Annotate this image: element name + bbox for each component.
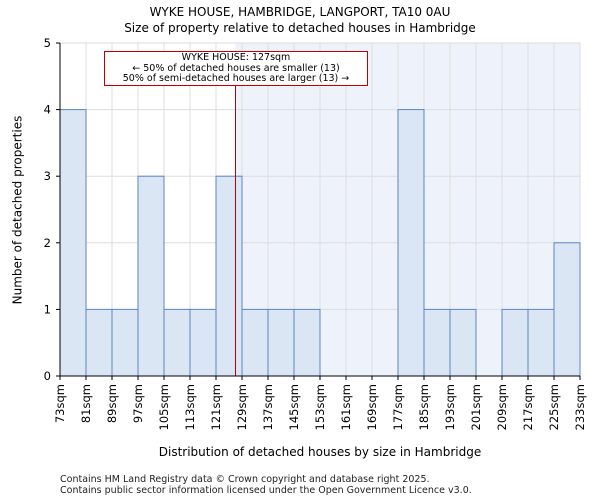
footer-line-1: Contains HM Land Registry data © Crown c…: [60, 474, 430, 485]
x-tick-label-193sqm: 193sqm: [443, 384, 457, 430]
x-tick-label-217sqm: 217sqm: [521, 384, 535, 430]
x-tick-label-233sqm: 233sqm: [573, 384, 587, 430]
x-tick-label-185sqm: 185sqm: [417, 384, 431, 430]
x-tick-label-169sqm: 169sqm: [365, 384, 379, 430]
y-tick-label-2: 2: [44, 236, 51, 250]
y-tick-label-5: 5: [44, 36, 51, 50]
x-tick-label-225sqm: 225sqm: [547, 384, 561, 430]
bar-129sqm: [241, 308, 269, 377]
x-tick-label-153sqm: 153sqm: [313, 384, 327, 430]
bar-145sqm: [293, 308, 321, 377]
x-tick-label-113sqm: 113sqm: [183, 384, 197, 430]
x-tick-label-81sqm: 81sqm: [79, 384, 93, 423]
x-tick-label-89sqm: 89sqm: [105, 384, 119, 423]
bar-137sqm: [267, 308, 295, 377]
bar-73sqm: [59, 109, 87, 377]
x-axis-label: Distribution of detached houses by size …: [159, 445, 481, 459]
bar-177sqm: [397, 109, 425, 377]
chart-title: WYKE HOUSE, HAMBRIDGE, LANGPORT, TA10 0A…: [149, 5, 451, 19]
y-tick-label-4: 4: [44, 103, 51, 117]
chart-subtitle: Size of property relative to detached ho…: [124, 21, 476, 35]
bar-225sqm: [553, 242, 581, 377]
annotation-line-3: 50% of semi-detached houses are larger (…: [122, 73, 350, 84]
bar-209sqm: [501, 308, 529, 377]
bar-217sqm: [527, 308, 555, 377]
bar-97sqm: [137, 175, 165, 377]
bar-113sqm: [189, 308, 217, 377]
bar-89sqm: [111, 308, 139, 377]
x-tick-label-209sqm: 209sqm: [495, 384, 509, 430]
x-tick-label-177sqm: 177sqm: [391, 384, 405, 430]
x-tick-label-121sqm: 121sqm: [209, 384, 223, 430]
annotation-line-2: ← 50% of detached houses are smaller (13…: [132, 62, 340, 74]
y-axis-label: Number of detached properties: [9, 115, 24, 304]
bar-105sqm: [163, 308, 191, 377]
x-tick-label-129sqm: 129sqm: [235, 384, 249, 430]
x-tick-label-105sqm: 105sqm: [157, 384, 171, 430]
x-tick-label-145sqm: 145sqm: [287, 384, 301, 430]
bar-121sqm: [215, 175, 243, 377]
footer-line-2: Contains public sector information licen…: [60, 485, 472, 496]
bar-185sqm: [423, 308, 451, 377]
bar-193sqm: [449, 308, 477, 377]
annotation-line-1: WYKE HOUSE: 127sqm: [181, 52, 291, 63]
x-tick-label-201sqm: 201sqm: [469, 384, 483, 430]
x-tick-label-137sqm: 137sqm: [261, 384, 275, 430]
x-tick-label-97sqm: 97sqm: [131, 384, 145, 423]
x-tick-label-161sqm: 161sqm: [339, 384, 353, 430]
y-tick-label-1: 1: [44, 302, 51, 316]
y-tick-label-3: 3: [44, 169, 51, 183]
bar-81sqm: [85, 308, 113, 377]
annotation-box: WYKE HOUSE: 127sqm ← 50% of detached hou…: [104, 51, 368, 86]
x-tick-label-73sqm: 73sqm: [53, 384, 67, 423]
y-tick-label-0: 0: [44, 369, 51, 383]
